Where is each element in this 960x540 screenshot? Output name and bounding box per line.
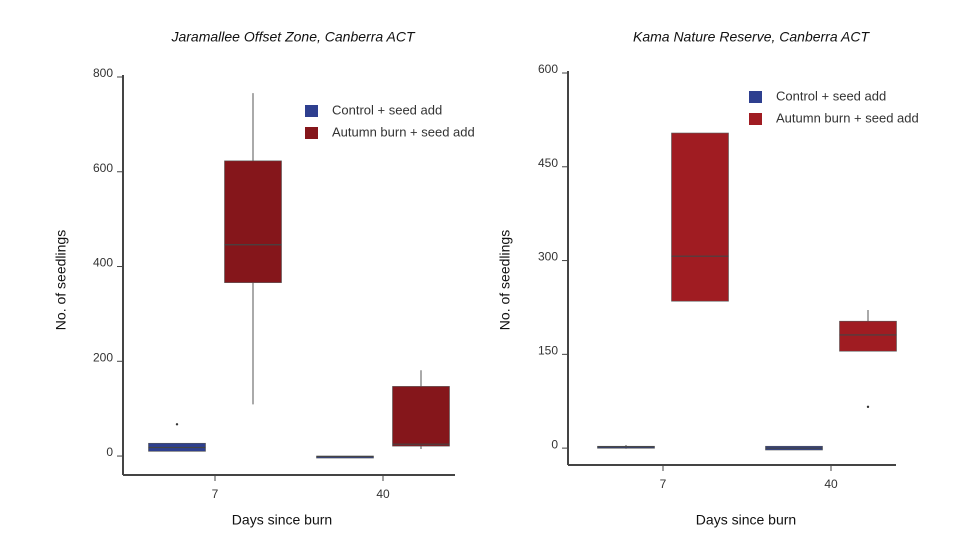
- y-tick-label: 0: [551, 437, 558, 451]
- y-tick-label: 800: [93, 66, 113, 80]
- x-axis-label: Days since burn: [696, 512, 796, 528]
- x-tick-label: 7: [212, 487, 219, 501]
- legend-label: Autumn burn + seed add: [332, 124, 475, 139]
- y-tick-label: 150: [538, 344, 558, 358]
- outlier: [175, 423, 179, 426]
- box: [839, 320, 897, 352]
- y-tick-label: 600: [93, 161, 113, 175]
- legend-swatch: [305, 105, 318, 117]
- legend-swatch: [305, 127, 318, 139]
- x-tick-label: 40: [376, 487, 390, 501]
- box: [392, 386, 450, 447]
- y-tick-label: 400: [93, 256, 113, 270]
- chart-title: Kama Nature Reserve, Canberra ACT: [633, 29, 870, 45]
- y-tick-label: 0: [106, 445, 113, 459]
- x-tick-label: 7: [660, 477, 667, 491]
- box: [224, 160, 282, 283]
- legend-swatch: [749, 113, 762, 125]
- y-axis-label: No. of seedlings: [497, 230, 513, 330]
- outlier: [866, 405, 870, 409]
- y-tick-label: 300: [538, 250, 558, 264]
- box: [671, 132, 729, 302]
- y-axis-label: No. of seedlings: [53, 230, 69, 330]
- legend-label: Autumn burn + seed add: [776, 110, 919, 125]
- legend-label: Control + seed add: [776, 88, 886, 103]
- legend-label: Control + seed add: [332, 102, 442, 117]
- x-axis-label: Days since burn: [232, 512, 332, 528]
- x-tick-label: 40: [824, 477, 838, 491]
- y-tick-label: 600: [538, 62, 558, 76]
- chart-title: Jaramallee Offset Zone, Canberra ACT: [170, 29, 415, 45]
- legend-swatch: [749, 91, 762, 103]
- y-tick-label: 200: [93, 350, 113, 364]
- y-tick-label: 450: [538, 156, 558, 170]
